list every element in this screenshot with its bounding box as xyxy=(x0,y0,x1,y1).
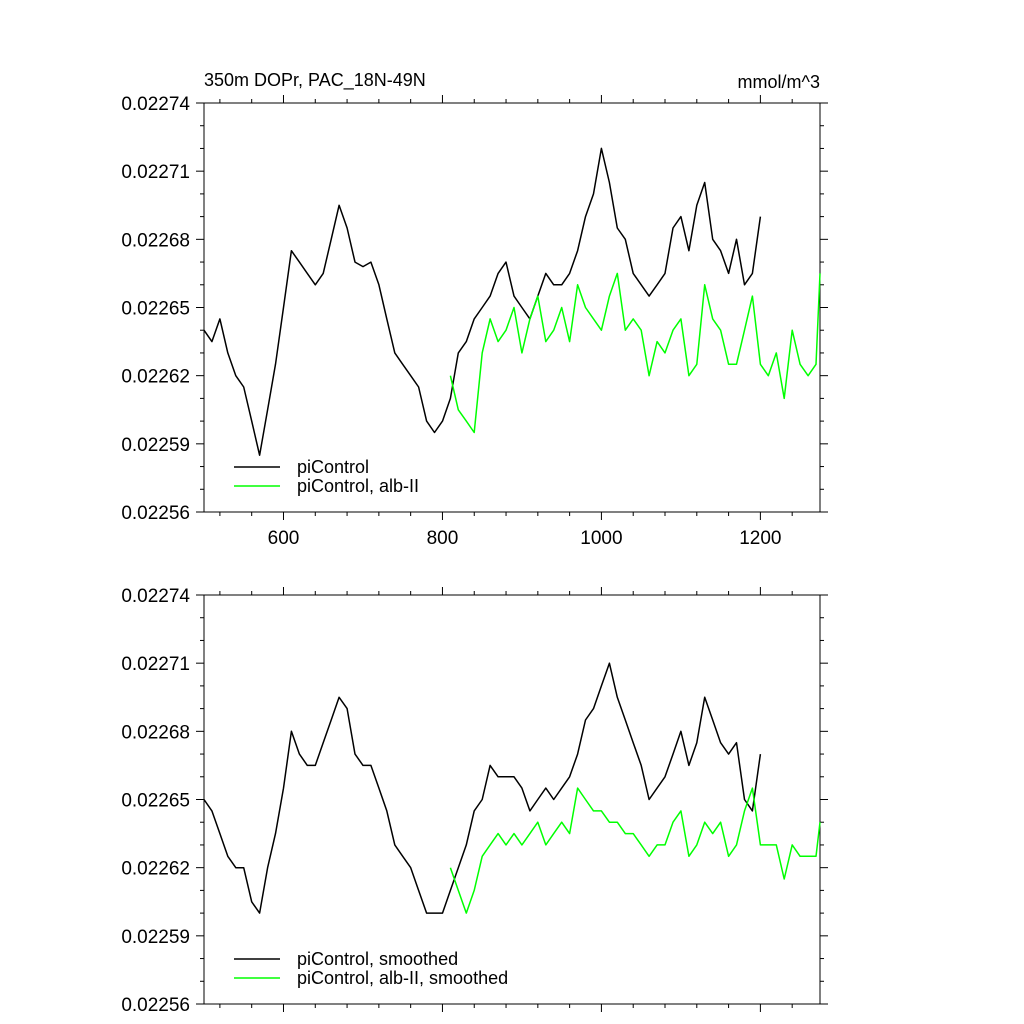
x-tick-label: 600 xyxy=(268,528,300,549)
y-tick-label: 0.02274 xyxy=(121,94,190,115)
y-tick-label: 0.02259 xyxy=(121,435,190,456)
y-tick-label: 0.02265 xyxy=(121,791,190,812)
legend-label: piControl, alb-II xyxy=(297,476,419,496)
top-panel-units: mmol/m^3 xyxy=(738,72,820,92)
x-tick-label: 1000 xyxy=(580,528,622,549)
y-tick-label: 0.02259 xyxy=(121,927,190,948)
y-tick-label: 0.02268 xyxy=(121,722,190,743)
y-tick-label: 0.02265 xyxy=(121,299,190,320)
y-tick-label: 0.02268 xyxy=(121,230,190,251)
y-tick-label: 0.02271 xyxy=(121,162,190,183)
y-tick-label: 0.02262 xyxy=(121,859,190,880)
y-tick-label: 0.02256 xyxy=(121,503,190,524)
series-line-alb-ii xyxy=(449,272,821,434)
series-line-alb-ii xyxy=(449,787,821,914)
y-tick-label: 0.02274 xyxy=(121,586,190,607)
bottom-panel: 0.02256 0.02259 0.02262 0.02265 0.02268 0.022… xyxy=(121,586,828,1016)
series-line-picontrol xyxy=(203,662,762,914)
x-tick-label: 1200 xyxy=(739,528,781,549)
bottom-plot-frame xyxy=(203,594,821,1005)
x-tick-label: 800 xyxy=(427,528,459,549)
series-line-picontrol xyxy=(203,147,762,456)
legend-label: piControl, smoothed xyxy=(297,949,458,969)
top-panel: 350m DOPr, PAC_18N-49N mmol/m^3 0.02256 0… xyxy=(121,70,828,549)
y-tick-label: 0.02262 xyxy=(121,367,190,388)
top-panel-title: 350m DOPr, PAC_18N-49N xyxy=(204,70,426,91)
legend-label: piControl xyxy=(297,457,369,477)
y-tick-label: 0.02271 xyxy=(121,654,190,675)
legend-label: piControl, alb-II, smoothed xyxy=(297,968,508,988)
y-tick-label: 0.02256 xyxy=(121,995,190,1016)
top-plot-frame xyxy=(203,102,821,513)
